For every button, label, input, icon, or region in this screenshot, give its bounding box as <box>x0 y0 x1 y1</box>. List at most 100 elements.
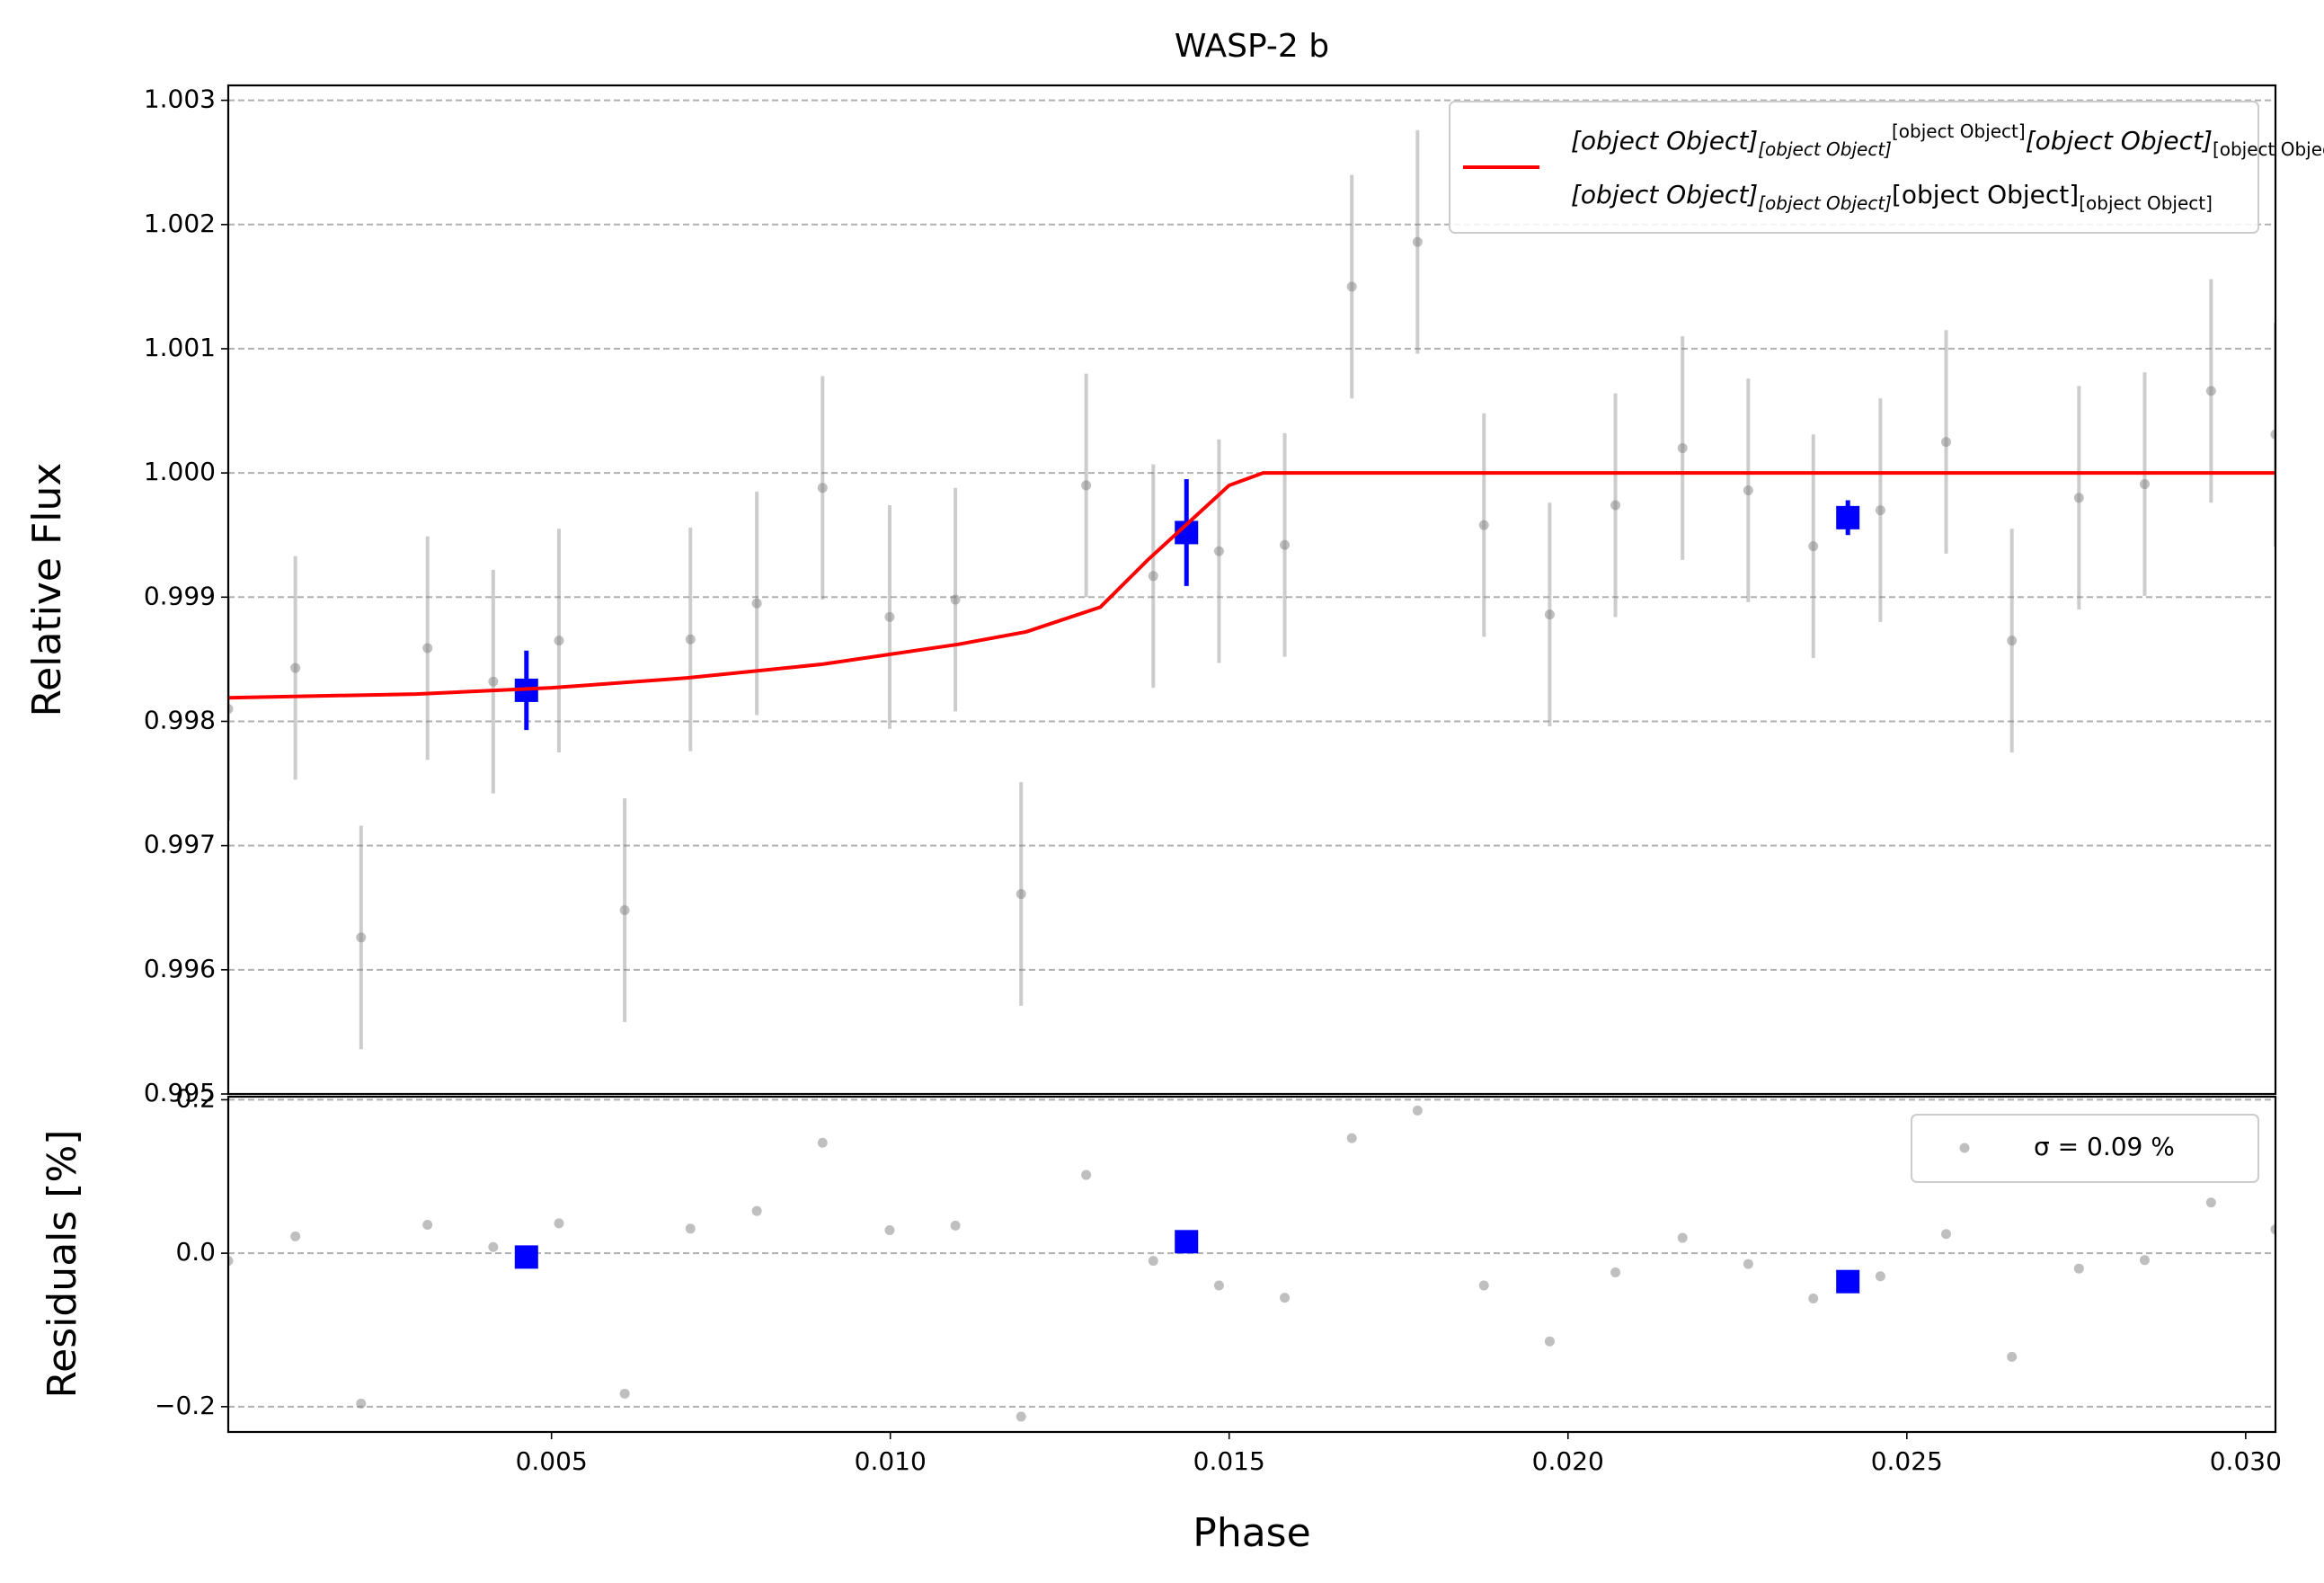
legend-box <box>1911 1114 2259 1183</box>
data-point <box>685 634 696 645</box>
x-tick-label: 0.025 <box>1871 1446 1943 1476</box>
data-point <box>2073 493 2084 503</box>
data-point <box>1412 1105 1423 1116</box>
data-point <box>1081 1169 1092 1180</box>
data-point <box>1743 485 1753 495</box>
axes-frame <box>226 1095 2277 1434</box>
y-tick-label: 1.003 <box>144 84 216 114</box>
data-point <box>422 643 433 654</box>
data-point <box>1081 480 1092 491</box>
data-point <box>2007 636 2018 646</box>
y-tick-label: 1.000 <box>144 457 216 486</box>
data-point <box>1478 1280 1489 1291</box>
plot-area <box>228 1105 2275 1422</box>
legend-label: [object Object][object Object][object Ob… <box>1571 120 2324 160</box>
binned-point <box>1836 1269 1860 1294</box>
data-point <box>1148 1256 1158 1267</box>
x-tick-label: 0.015 <box>1193 1446 1265 1476</box>
data-point <box>1610 1267 1621 1277</box>
y-tick-label: 0.999 <box>144 581 216 610</box>
legend-label: σ = 0.09 % <box>2034 1132 2175 1161</box>
data-point <box>1016 1411 1026 1422</box>
data-point <box>2073 1263 2084 1274</box>
x-axis-label: Phase <box>1193 1510 1310 1556</box>
x-tick-label: 0.020 <box>1532 1446 1604 1476</box>
data-point <box>619 904 630 915</box>
y-tick-label: 1.002 <box>144 209 216 238</box>
data-point <box>1148 571 1158 582</box>
data-point <box>884 611 895 622</box>
data-point <box>356 1398 367 1409</box>
data-point <box>488 1241 499 1252</box>
data-point <box>290 663 301 673</box>
binned-point <box>514 1245 538 1269</box>
chart-title: WASP-2 b <box>1175 28 1329 65</box>
y-tick-label: 0.995 <box>144 1078 216 1107</box>
y-tick-label: 0.997 <box>144 830 216 859</box>
legend-text-part: [object Object] <box>1892 120 2026 142</box>
data-point <box>1941 1229 1952 1240</box>
data-point <box>422 1220 433 1231</box>
legend-text-part: [object Object] <box>1758 138 1892 160</box>
legend-text-part: [object Object] <box>1571 126 1758 156</box>
y-tick-label: 0.996 <box>144 954 216 983</box>
legend-text-part: [object Object] <box>1571 180 1758 209</box>
x-tick-label: 0.005 <box>516 1446 588 1476</box>
data-point <box>1875 505 1885 516</box>
data-point <box>1544 1336 1555 1347</box>
x-tick-label: 0.010 <box>855 1446 927 1476</box>
data-point <box>950 1220 961 1231</box>
legend-text-part: [object Object] <box>2213 138 2324 160</box>
data-point <box>2007 1351 2018 1362</box>
data-point <box>2270 429 2275 440</box>
legend-text-part: [object Object] <box>2079 192 2213 214</box>
legend-box <box>1449 101 2259 234</box>
data-point <box>685 1223 696 1234</box>
data-point <box>817 1137 828 1148</box>
y-tick-label: 0.0 <box>175 1237 216 1267</box>
data-point <box>1213 1280 1224 1291</box>
data-point <box>2270 1224 2275 1235</box>
y-tick-label: 0.998 <box>144 705 216 734</box>
data-point <box>356 932 367 943</box>
data-point <box>1346 1133 1357 1143</box>
data-point <box>1610 500 1621 511</box>
x-tick-label: 0.030 <box>2210 1446 2282 1476</box>
y-tick-label: −0.2 <box>155 1391 216 1420</box>
legend-text-part: [object Object] <box>1892 180 2079 209</box>
data-point <box>817 483 828 494</box>
data-point <box>1412 236 1423 247</box>
data-point <box>751 1205 762 1216</box>
data-point <box>1743 1258 1753 1269</box>
y-axis-label: Residuals [%] <box>40 1130 85 1399</box>
data-point <box>1808 1293 1819 1303</box>
legend-text-part: [object Object] <box>1758 192 1892 214</box>
y-axis-label: Relative Flux <box>24 463 70 717</box>
legend-text-part: [object Object] <box>2026 126 2213 156</box>
data-point <box>228 1256 234 1267</box>
data-point <box>2205 386 2216 396</box>
axes-frame <box>226 84 2277 1096</box>
model-line <box>228 471 2275 700</box>
data-point <box>290 1231 301 1241</box>
data-point <box>751 598 762 609</box>
legend-label: [object Object][object Object][object Ob… <box>1571 180 2213 214</box>
data-point <box>554 1218 564 1229</box>
y-tick-label: 0.2 <box>175 1083 216 1113</box>
data-point <box>1280 539 1291 550</box>
data-point <box>1213 546 1224 556</box>
data-point <box>619 1388 630 1399</box>
data-point <box>1941 437 1952 448</box>
data-point <box>1280 1293 1291 1303</box>
data-point <box>2139 479 2150 490</box>
binned-point <box>1175 1230 1199 1254</box>
data-point <box>1677 1232 1688 1243</box>
plot-area <box>228 129 2275 1050</box>
data-point <box>1016 889 1026 900</box>
data-point <box>884 1225 895 1236</box>
data-point <box>488 676 499 687</box>
data-point <box>554 636 564 646</box>
data-point <box>1808 541 1819 552</box>
data-point <box>950 594 961 605</box>
